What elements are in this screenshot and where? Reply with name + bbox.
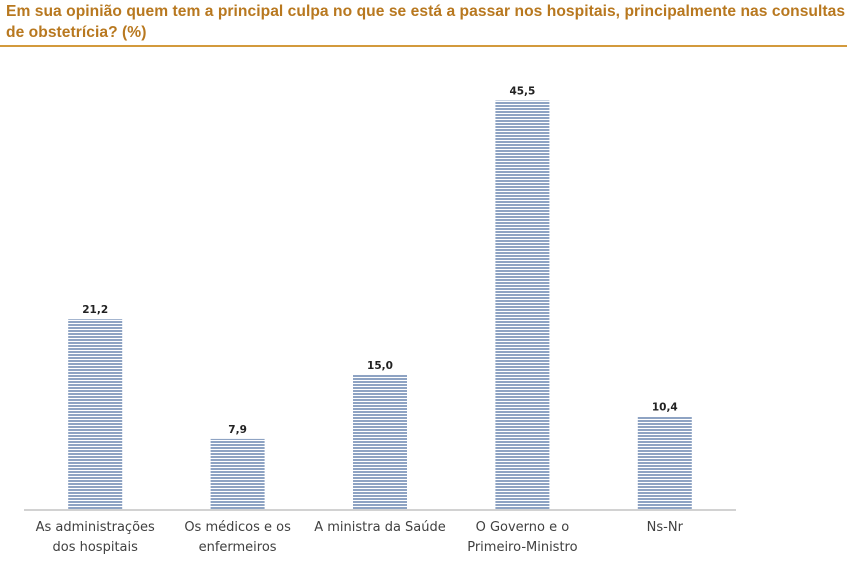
category-label-line: As administrações xyxy=(36,520,155,535)
category-label-line: Os médicos e os xyxy=(184,520,291,535)
data-label-4: 45,5 xyxy=(509,86,535,98)
chart-title: Em sua opinião quem tem a principal culp… xyxy=(6,3,846,41)
category-label-1: As administrações dos hospitais xyxy=(36,520,155,555)
labels-layer: 21,2 7,9 15,0 45,5 10,4 xyxy=(82,86,678,436)
bar-2 xyxy=(210,438,265,510)
title-divider xyxy=(0,45,847,47)
bar-4 xyxy=(495,100,550,510)
data-label-2: 7,9 xyxy=(228,424,247,436)
category-label-line: enfermeiros xyxy=(199,540,277,555)
bar-3 xyxy=(353,375,407,510)
category-label-5: Ns-Nr xyxy=(647,520,684,535)
category-label-3: A ministra da Saúde xyxy=(314,520,446,535)
category-labels: As administrações dos hospitais Os médicos… xyxy=(36,520,684,555)
category-label-line: Ns-Nr xyxy=(647,520,684,535)
category-label-line: dos hospitais xyxy=(53,540,139,555)
bars-layer xyxy=(68,100,692,510)
data-label-1: 21,2 xyxy=(82,304,108,316)
bar-1 xyxy=(68,319,123,510)
category-label-4: O Governo e o Primeiro-Ministro xyxy=(467,520,577,555)
category-label-line: A ministra da Saúde xyxy=(314,520,446,535)
category-label-line: O Governo e o xyxy=(476,520,570,535)
data-label-3: 15,0 xyxy=(367,360,393,372)
category-label-line: Primeiro-Ministro xyxy=(467,540,577,555)
bar-5 xyxy=(637,416,692,510)
category-label-2: Os médicos e os enfermeiros xyxy=(184,520,291,555)
data-label-5: 10,4 xyxy=(652,401,678,413)
title-block: Em sua opinião quem tem a principal culp… xyxy=(6,0,852,43)
